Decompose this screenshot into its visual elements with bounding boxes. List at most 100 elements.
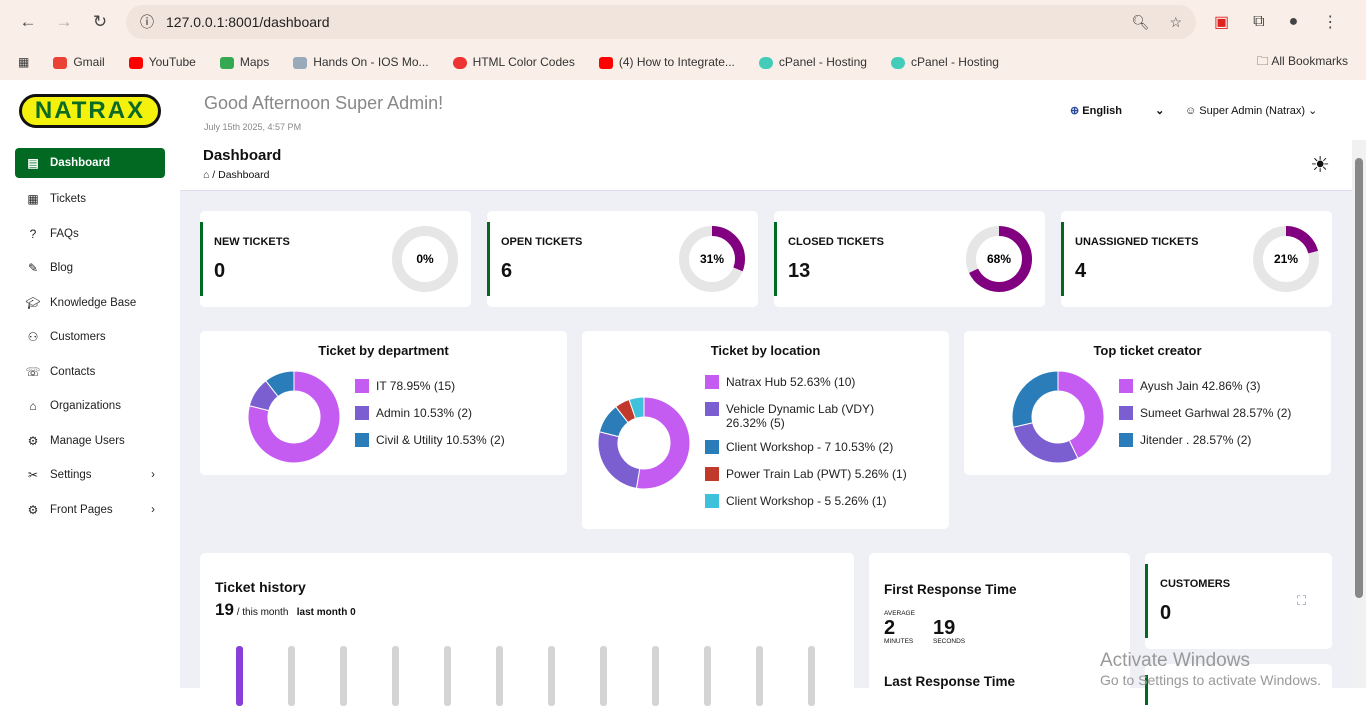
chart-title: Ticket by location	[710, 343, 821, 358]
legend-item[interactable]: Jitender . 28.57% (2)	[1119, 433, 1291, 460]
forward-icon[interactable]: →	[55, 12, 73, 31]
donut-slice[interactable]	[265, 370, 295, 398]
donut-slice[interactable]	[1011, 370, 1059, 428]
chart-legend: Ayush Jain 42.86% (3) Sumeet Garhwal 28.5…	[1119, 379, 1291, 460]
sidebar-item-label: Organizations	[50, 400, 121, 413]
sidebar-item-faqs[interactable]: ? FAQs	[15, 217, 165, 252]
department-chart-card: Ticket by department IT 78.95% (15) Admin …	[200, 331, 567, 475]
progress-percent: 68%	[987, 252, 1011, 266]
url-text[interactable]: 127.0.0.1:8001/dashboard	[166, 14, 330, 30]
progress-ring: 68%	[966, 226, 1032, 292]
theme-toggle-sun-icon[interactable]: ☀	[1310, 152, 1330, 177]
this-month-label: / this month	[236, 607, 289, 618]
sidebar-item-knowledge-base[interactable]: 🎓︎ Knowledge Base	[15, 286, 165, 321]
top-header: Good Afternoon Super Admin! July 15th 20…	[180, 80, 1366, 140]
history-bar[interactable]	[808, 646, 815, 706]
history-bar[interactable]	[444, 646, 451, 706]
progress-ring: 21%	[1253, 226, 1319, 292]
progress-arc	[679, 226, 745, 292]
gear-icon: ⚙	[27, 502, 39, 517]
legend-item[interactable]: Vehicle Dynamic Lab (VDY) 26.32% (5)	[705, 402, 915, 440]
bookmark[interactable]: Hands On - IOS Mo...	[293, 55, 429, 69]
history-bar[interactable]	[392, 646, 399, 706]
legend-item[interactable]: Admin 10.53% (2)	[355, 406, 505, 433]
history-bar[interactable]	[756, 646, 763, 706]
sidebar-item-organizations[interactable]: ⌂ Organizations	[15, 389, 165, 424]
donut-slice[interactable]	[628, 396, 645, 420]
history-bar[interactable]	[496, 646, 503, 706]
history-bar[interactable]	[236, 646, 243, 706]
donut-slice[interactable]	[247, 370, 341, 464]
main-content: Dashboard ⌂ / Dashboard ☀ NEW TICKETS 0 0…	[180, 140, 1352, 706]
legend-item[interactable]: Sumeet Garhwal 28.57% (2)	[1119, 406, 1291, 433]
sidebar-item-tickets[interactable]: ▦ Tickets	[15, 182, 165, 217]
star-icon[interactable]: ☆	[1169, 13, 1182, 30]
legend-item[interactable]: Power Train Lab (PWT) 5.26% (1)	[705, 467, 915, 494]
legend-item[interactable]: IT 78.95% (15)	[355, 379, 505, 406]
donut-slice[interactable]	[635, 396, 691, 490]
history-bar[interactable]	[548, 646, 555, 706]
history-bar[interactable]	[288, 646, 295, 706]
bookmark[interactable]: (4) How to Integrate...	[598, 55, 735, 69]
sidebar-item-dashboard[interactable]: ▤ Dashboard	[15, 148, 165, 178]
history-bar[interactable]	[600, 646, 607, 706]
sidebar-item-customers[interactable]: ⚇ Customers	[15, 320, 165, 355]
customers-icon: ⛶	[1297, 593, 1307, 608]
history-bar[interactable]	[704, 646, 711, 706]
history-bar[interactable]	[652, 646, 659, 706]
legend-item[interactable]: Client Workshop - 5 5.26% (1)	[705, 494, 915, 521]
sidebar-item-label: Front Pages	[50, 503, 113, 516]
language-selector[interactable]: ⊕ English ⌄	[1070, 105, 1165, 117]
stat-label: CLOSED TICKETS	[788, 236, 884, 248]
history-bar[interactable]	[340, 646, 347, 706]
greeting: Good Afternoon Super Admin!	[204, 93, 444, 113]
progress-ring: 31%	[679, 226, 745, 292]
home-icon[interactable]: ⌂	[203, 169, 210, 181]
legend-item[interactable]: Client Workshop - 7 10.53% (2)	[705, 440, 915, 467]
bookmark[interactable]: cPanel - Hosting	[890, 55, 999, 69]
profile-avatar[interactable]: ●	[1288, 13, 1299, 30]
reload-icon[interactable]: ↻	[92, 12, 108, 31]
ticket-history-card: Ticket history 19 / this month last mont…	[200, 553, 854, 706]
zoom-icon[interactable]: 🔍︎	[1131, 13, 1150, 30]
all-bookmarks[interactable]: 🗀 All Bookmarks	[1256, 53, 1348, 68]
progress-arc	[1253, 226, 1319, 292]
chevron-right-icon: ›	[151, 469, 155, 482]
user-menu[interactable]: ☺ Super Admin (Natrax) ⌄	[1185, 105, 1318, 117]
stat-card-closed-tickets: CLOSED TICKETS 13 68%	[774, 211, 1045, 307]
legend-item[interactable]: Natrax Hub 52.63% (10)	[705, 375, 915, 402]
extension-new-icon[interactable]: ▣	[1214, 14, 1230, 31]
legend-item[interactable]: Ayush Jain 42.86% (3)	[1119, 379, 1291, 406]
chart-legend: IT 78.95% (15) Admin 10.53% (2) Civil & Ut…	[355, 379, 505, 460]
sidebar-item-contacts[interactable]: ☏ Contacts	[15, 355, 165, 390]
natrax-logo[interactable]: NATRAX	[0, 80, 180, 142]
back-icon[interactable]: ←	[19, 12, 37, 31]
users-icon: ⚇	[27, 330, 39, 345]
menu-icon[interactable]: ⋮	[1322, 14, 1339, 31]
bookmark[interactable]: cPanel - Hosting	[758, 55, 867, 69]
bookmark[interactable]: YouTube	[128, 55, 196, 69]
address-bar[interactable]: ⓘ 127.0.0.1:8001/dashboard 🔍︎ ☆	[126, 5, 1196, 39]
donut-slice[interactable]	[1012, 422, 1079, 464]
stat-card-new-tickets: NEW TICKETS 0 0%	[200, 211, 471, 307]
sidebar-item-blog[interactable]: ✎ Blog	[15, 251, 165, 286]
bookmark[interactable]: Maps	[219, 55, 269, 69]
bookmark[interactable]: Gmail	[53, 55, 105, 69]
page-title: Dashboard	[203, 147, 282, 164]
apps-icon[interactable]: ▦	[18, 55, 30, 69]
stat-value: 6	[501, 260, 513, 282]
donut-slice[interactable]	[1057, 370, 1105, 460]
sidebar-item-settings[interactable]: ✂ Settings ›	[15, 458, 165, 493]
sidebar-item-front-pages[interactable]: ⚙ Front Pages ›	[15, 493, 165, 528]
site-info-icon[interactable]: ⓘ	[140, 14, 154, 30]
legend-item[interactable]: Civil & Utility 10.53% (2)	[355, 433, 505, 460]
donut-chart	[1011, 370, 1105, 464]
extensions-icon[interactable]: ⧉	[1253, 13, 1265, 30]
stat-value: 13	[788, 260, 811, 282]
breadcrumb: ⌂ / Dashboard	[203, 169, 270, 181]
bookmark[interactable]: HTML Color Codes	[452, 55, 575, 69]
sidebar-item-manage-users[interactable]: ⚙ Manage Users	[15, 424, 165, 459]
faq-icon: ?	[29, 226, 37, 241]
donut-slice[interactable]	[597, 431, 641, 489]
scrollbar[interactable]	[1352, 140, 1366, 688]
